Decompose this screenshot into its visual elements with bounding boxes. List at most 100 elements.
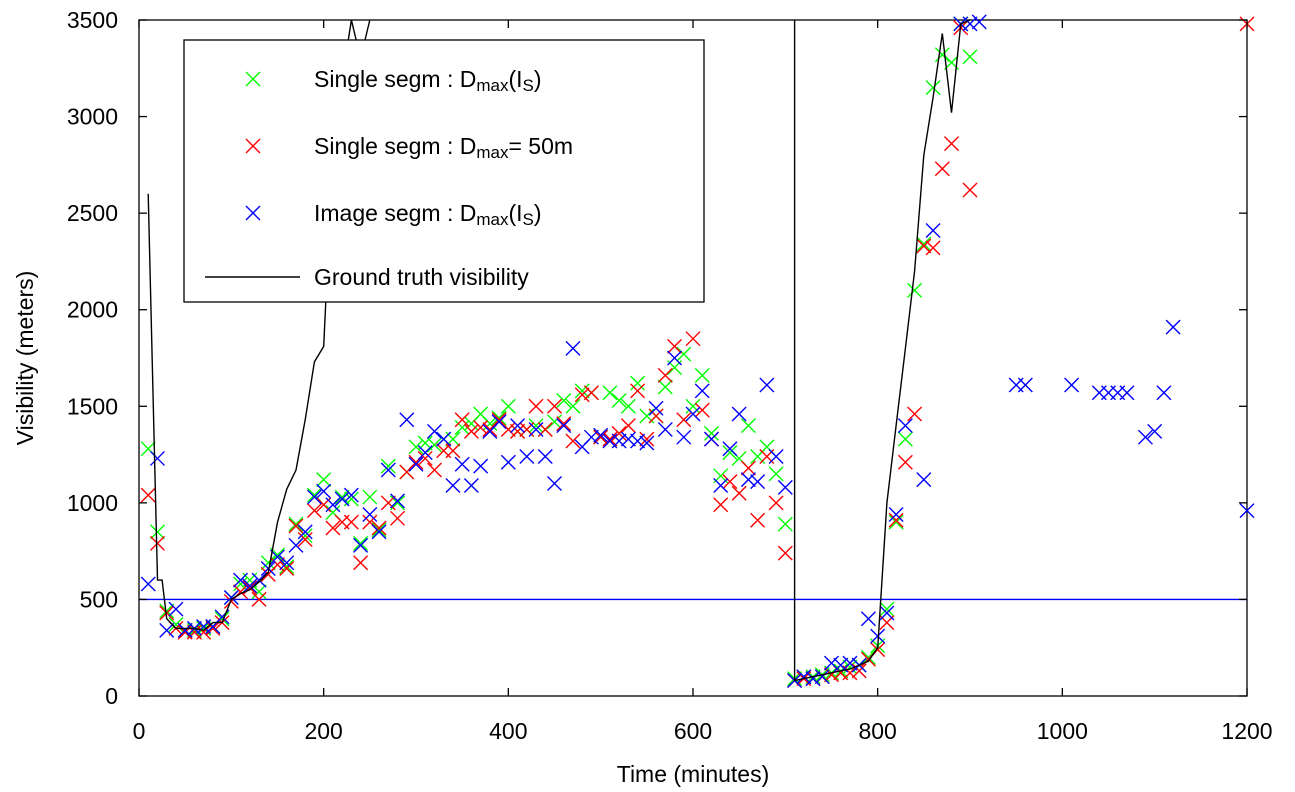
data-point-blue	[667, 350, 683, 366]
data-point-blue	[1064, 377, 1080, 393]
data-point-blue	[149, 450, 165, 466]
data-point-green	[888, 514, 904, 530]
data-point-red	[574, 387, 590, 403]
data-point-blue	[168, 601, 184, 617]
data-point-blue	[1017, 377, 1033, 393]
data-point-green	[842, 659, 858, 675]
data-point-blue	[565, 340, 581, 356]
data-point-green	[547, 414, 562, 430]
data-point-blue	[242, 578, 258, 594]
data-point-blue	[1119, 385, 1135, 401]
data-point-blue	[1239, 503, 1255, 519]
data-point-blue	[630, 433, 646, 449]
data-point-blue	[888, 506, 904, 522]
data-point-green	[482, 416, 498, 432]
y-tick-label: 3000	[67, 104, 118, 130]
data-point-green	[768, 466, 784, 482]
data-point-blue	[1137, 429, 1153, 445]
legend-item-truth: Ground truth visibility	[205, 264, 529, 290]
data-point-blue	[713, 477, 729, 493]
data-point-blue	[445, 477, 461, 493]
data-point-green	[454, 420, 470, 436]
data-point-green	[925, 80, 941, 96]
data-point-green	[630, 375, 646, 391]
x-axis: 0 200 400 600 800 1000 1200	[133, 20, 1273, 744]
data-point-blue	[537, 449, 553, 464]
data-point-green	[879, 601, 895, 617]
data-point-blue	[288, 537, 304, 553]
legend-marker-swatch	[245, 138, 261, 154]
data-point-green	[426, 437, 442, 453]
data-point-blue	[824, 655, 839, 671]
x-tick-label: 200	[304, 718, 342, 744]
data-point-red	[417, 450, 433, 466]
data-point-red	[740, 460, 756, 476]
data-point-red	[944, 136, 960, 152]
data-point-red	[565, 433, 581, 449]
data-point-red	[713, 497, 729, 513]
data-point-blue	[639, 435, 655, 451]
data-point-green	[528, 418, 544, 434]
x-axis-title: Time (minutes)	[617, 761, 770, 787]
y-tick-label: 2000	[67, 297, 118, 323]
data-point-blue	[796, 669, 812, 685]
data-point-blue	[583, 429, 599, 445]
data-point-blue	[463, 477, 479, 493]
data-point-red	[620, 418, 636, 434]
data-point-blue	[233, 572, 249, 588]
data-point-blue	[962, 16, 978, 32]
data-point-blue	[593, 427, 609, 443]
data-point-green	[676, 346, 692, 362]
data-point-green	[149, 524, 165, 540]
data-point-green	[159, 603, 175, 619]
data-point-red	[731, 485, 747, 501]
data-point-red	[648, 408, 664, 424]
x-tick-label: 400	[489, 718, 527, 744]
data-point-blue	[971, 14, 987, 30]
y-tick-label: 1000	[67, 490, 118, 516]
y-axis: 0 500 1000 1500 2000 2500 3000 3500	[67, 7, 1247, 709]
data-point-red	[251, 591, 267, 607]
data-point-green	[316, 472, 332, 488]
data-point-red	[353, 555, 369, 571]
data-point-blue	[343, 487, 359, 503]
data-point-blue	[260, 561, 276, 577]
data-point-blue	[325, 497, 341, 513]
data-point-green	[740, 418, 756, 434]
data-point-blue	[731, 406, 747, 422]
data-point-blue	[860, 611, 876, 627]
data-point-green	[371, 522, 387, 538]
data-point-red	[297, 532, 313, 548]
data-point-green	[657, 379, 673, 395]
data-point-red	[205, 620, 221, 636]
data-point-blue	[223, 590, 239, 605]
data-point-green	[362, 489, 378, 505]
data-point-blue	[1165, 319, 1181, 335]
series-blue	[140, 14, 1255, 689]
data-point-blue	[648, 400, 664, 416]
y-tick-label: 0	[105, 683, 118, 709]
data-point-green	[233, 576, 249, 592]
data-point-blue	[270, 549, 285, 565]
legend-item-blue: Image segm : Dmax(IS)	[245, 200, 542, 229]
data-point-green	[620, 398, 636, 414]
x-tick-label: 600	[674, 718, 712, 744]
legend-box	[183, 39, 705, 303]
data-point-red	[685, 331, 701, 347]
data-point-red	[657, 367, 673, 383]
data-point-green	[251, 584, 267, 600]
data-point-blue	[805, 671, 821, 687]
data-point-blue	[916, 472, 932, 488]
data-point-blue	[879, 605, 895, 621]
data-point-blue	[620, 431, 636, 447]
data-point-blue	[417, 445, 433, 461]
data-point-red	[528, 398, 544, 414]
data-point-blue	[1156, 385, 1172, 401]
data-point-blue	[334, 491, 350, 507]
data-point-green	[611, 392, 627, 408]
x-tick-label: 800	[858, 718, 896, 744]
data-point-blue	[777, 479, 793, 495]
data-point-blue	[279, 555, 295, 571]
data-point-blue	[842, 655, 858, 671]
